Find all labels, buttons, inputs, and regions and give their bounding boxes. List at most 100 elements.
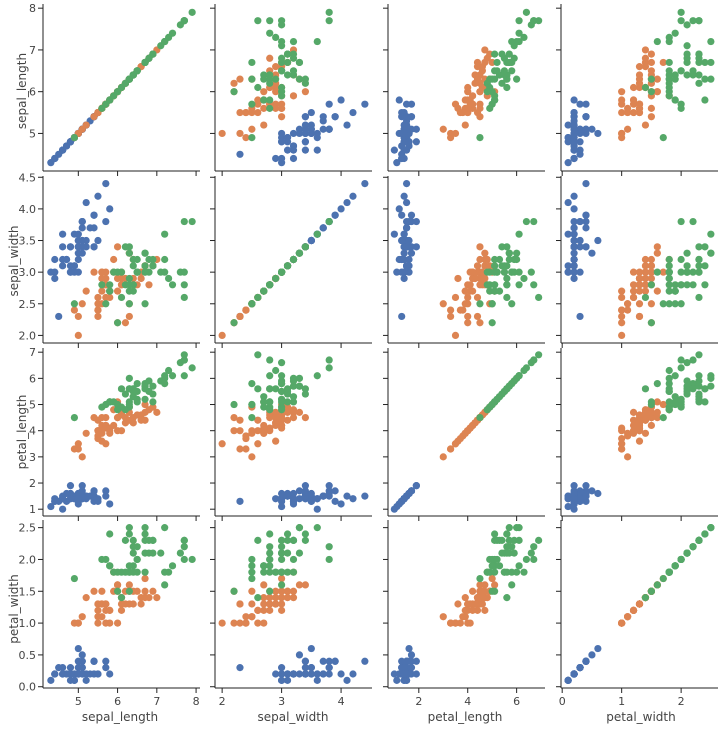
data-point — [141, 268, 149, 276]
data-point — [635, 419, 644, 427]
y-tick-label: 4.0 — [19, 203, 37, 216]
data-point — [283, 50, 292, 58]
data-point — [260, 403, 268, 411]
data-point — [254, 536, 262, 544]
data-point — [464, 319, 472, 327]
data-point — [248, 379, 256, 388]
data-point — [671, 393, 679, 401]
data-point — [218, 331, 226, 340]
data-point — [498, 549, 506, 557]
data-point — [701, 262, 709, 270]
data-point — [248, 562, 256, 570]
panel-petal_length-vs-petal_width — [556, 348, 718, 521]
data-point — [102, 268, 110, 276]
data-point — [493, 58, 501, 67]
data-point — [665, 406, 673, 414]
data-point — [400, 670, 408, 678]
data-point — [141, 587, 149, 595]
data-point — [278, 268, 286, 276]
data-point — [113, 406, 122, 414]
data-point — [695, 17, 703, 25]
data-point — [503, 83, 511, 92]
data-point — [301, 146, 309, 154]
data-point — [337, 205, 345, 213]
data-point — [260, 398, 268, 406]
data-point — [295, 58, 304, 67]
data-point — [647, 104, 655, 112]
data-point — [272, 63, 280, 71]
data-point — [671, 96, 679, 104]
data-point — [110, 255, 118, 264]
data-point — [283, 134, 292, 142]
data-point — [94, 192, 102, 200]
data-point — [307, 129, 315, 138]
data-point — [707, 249, 715, 257]
x-tick-label: 7 — [153, 695, 160, 708]
data-point — [325, 125, 333, 133]
data-point — [498, 243, 506, 251]
data-point — [266, 606, 274, 614]
column-axis-label: sepal_length — [82, 710, 158, 724]
data-point — [98, 104, 106, 112]
data-point — [90, 211, 98, 219]
data-point — [70, 676, 78, 684]
data-point — [278, 398, 286, 406]
data-point — [180, 372, 188, 380]
data-point — [503, 293, 511, 302]
data-point — [272, 100, 280, 108]
data-point — [260, 88, 268, 96]
data-point — [564, 676, 572, 684]
row-axis-label: sepal_width — [7, 225, 21, 296]
data-point — [236, 312, 244, 321]
data-point — [295, 374, 304, 382]
data-point — [588, 487, 596, 495]
data-point — [90, 487, 98, 495]
data-point — [647, 88, 655, 96]
data-point — [503, 274, 511, 283]
data-point — [689, 217, 697, 226]
data-point — [522, 555, 531, 564]
data-point — [90, 657, 98, 665]
data-point — [161, 374, 169, 382]
data-point — [564, 198, 572, 207]
row-axis-label: sepal_length — [15, 53, 29, 129]
data-point — [653, 581, 661, 589]
data-point — [576, 217, 584, 226]
data-point — [629, 108, 638, 117]
data-point — [641, 121, 650, 129]
data-point — [671, 300, 679, 308]
data-point — [695, 351, 703, 359]
data-point — [74, 670, 82, 678]
data-point — [530, 281, 538, 289]
data-point — [236, 416, 244, 424]
data-point — [51, 255, 59, 264]
data-point — [129, 536, 137, 544]
data-point — [393, 159, 401, 167]
data-point — [278, 17, 286, 25]
data-point — [289, 568, 298, 576]
data-point — [653, 88, 661, 96]
data-point — [230, 619, 238, 627]
data-point — [683, 390, 691, 398]
data-point — [283, 58, 292, 67]
data-point — [248, 414, 256, 422]
data-point — [488, 75, 496, 83]
data-point — [278, 581, 286, 589]
data-point — [459, 613, 467, 621]
data-point — [278, 100, 286, 108]
data-point — [66, 495, 75, 503]
data-point — [402, 198, 411, 207]
data-point — [272, 587, 280, 595]
data-point — [412, 670, 420, 678]
data-point — [491, 530, 499, 538]
data-point — [106, 205, 114, 213]
data-point — [106, 287, 114, 295]
data-point — [618, 434, 626, 443]
data-point — [635, 411, 644, 419]
data-point — [349, 192, 357, 200]
data-point — [141, 568, 149, 576]
data-point — [665, 92, 673, 100]
data-point — [102, 664, 110, 672]
data-point — [113, 274, 122, 283]
data-point — [278, 587, 286, 595]
